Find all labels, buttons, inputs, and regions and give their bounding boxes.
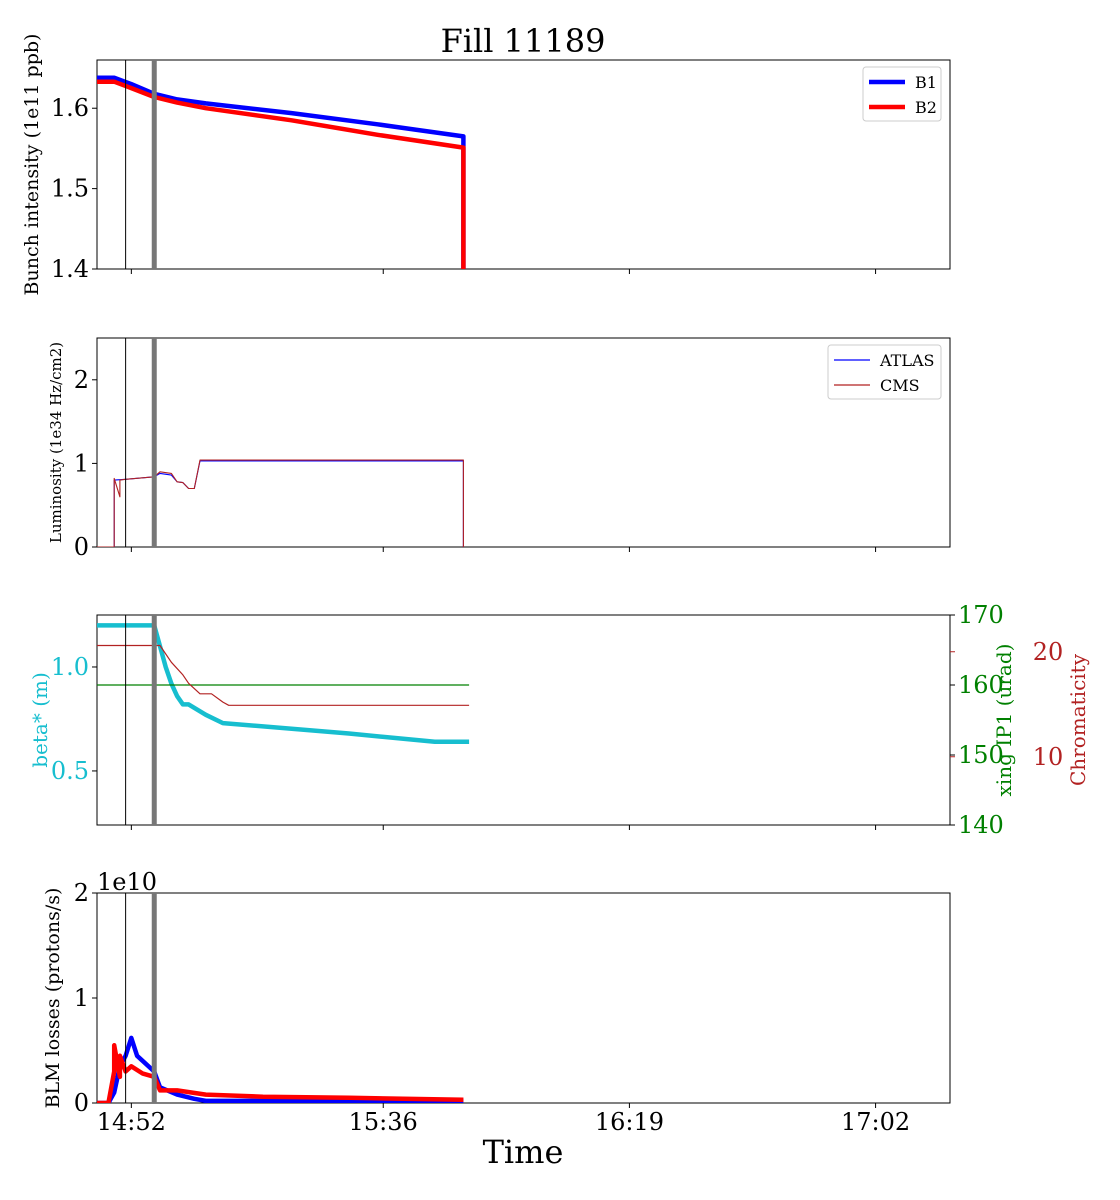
y-right-tick-label: 140 <box>958 811 1004 839</box>
x-axis-label: Time <box>483 1133 564 1171</box>
y-tick-label: 0 <box>74 533 89 561</box>
y-right2-axis-label: Chromaticity <box>1066 653 1090 786</box>
y-tick-label: 1 <box>74 984 89 1012</box>
y-tick-label: 2 <box>74 879 89 907</box>
chart-title: Fill 11189 <box>441 22 606 60</box>
y-tick-label: 0 <box>74 1089 89 1117</box>
y-axis-label: Bunch intensity (1e11 ppb) <box>21 34 43 296</box>
y-offset-text: 1e10 <box>97 868 157 896</box>
x-tick-label: 16:19 <box>595 1108 664 1136</box>
y-right2-tick-label: 20 <box>1033 638 1064 666</box>
panel-4: 14:52 15:36 16:19 17:02 0 1 2 BLM losses (proto… <box>42 868 951 1136</box>
y-right-tick-label: 150 <box>958 741 1004 769</box>
axes-frame <box>96 892 951 1104</box>
y-axis-label: Luminosity (1e34 Hz/cm2) <box>47 342 65 543</box>
panel-2: 0 1 2 Luminosity (1e34 Hz/cm2) ATLAS CMS <box>47 337 951 561</box>
legend-label: B2 <box>915 98 937 117</box>
x-tick-label: 14:52 <box>97 1108 166 1136</box>
y-right-axis-label: xing IP1 (urad) <box>992 644 1016 797</box>
y-tick-label: 2 <box>74 366 89 394</box>
legend-label: B1 <box>915 73 937 92</box>
series-line-2 <box>97 459 464 547</box>
series-line-2 <box>97 79 466 269</box>
y-tick-label: 1 <box>74 449 89 477</box>
series-line-2 <box>97 1043 464 1103</box>
y-right-tick-label: 160 <box>958 671 1004 699</box>
series-group <box>97 623 470 745</box>
y-tick-label: 1.5 <box>51 175 89 203</box>
legend-label: ATLAS <box>879 351 935 370</box>
y-right-tick-label: 170 <box>958 601 1004 629</box>
legend: ATLAS CMS <box>827 344 942 400</box>
x-tick-label: 17:02 <box>841 1108 910 1136</box>
series-group <box>97 459 464 547</box>
y-tick-label: 1.4 <box>51 255 89 283</box>
axes-frame <box>96 59 951 270</box>
series-group <box>97 1035 464 1103</box>
y-tick-label: 0.5 <box>51 757 89 785</box>
series-line-3 <box>97 644 470 706</box>
series-line-1 <box>97 1035 464 1103</box>
y-tick-label: 1.6 <box>51 94 89 122</box>
legend-label: CMS <box>880 376 920 395</box>
x-tick-label: 15:36 <box>349 1108 418 1136</box>
y-axis-label: beta* (m) <box>28 672 52 768</box>
y-right2-tick-label: 10 <box>1033 743 1064 771</box>
y-axis-label: BLM losses (protons/s) <box>42 888 64 1109</box>
y-tick-label: 1.0 <box>51 653 89 681</box>
axes-frame <box>96 337 951 548</box>
axes-frame <box>96 614 951 826</box>
